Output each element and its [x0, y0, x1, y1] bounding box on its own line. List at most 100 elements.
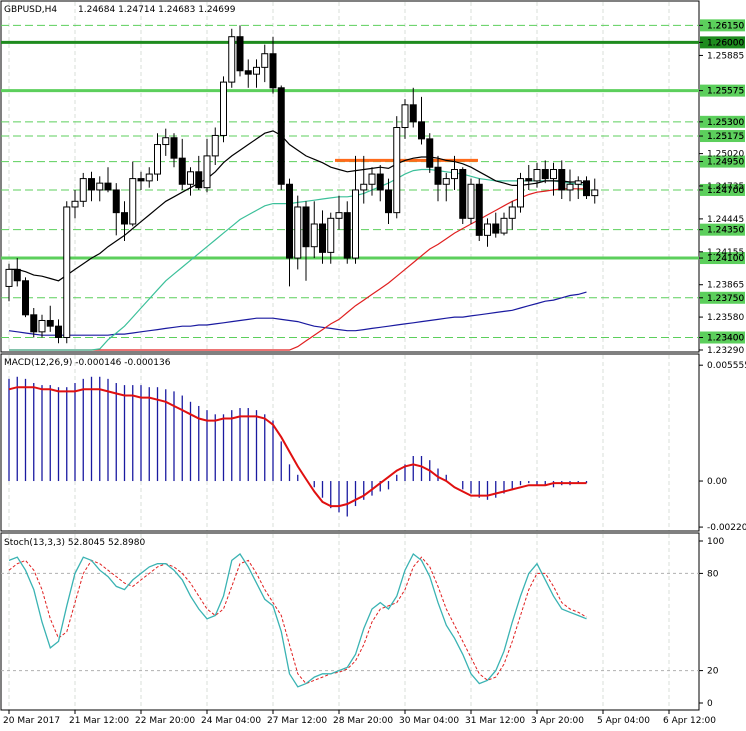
price-tick-label: 1.23865 — [707, 281, 744, 291]
stoch-panel-frame — [0, 532, 700, 711]
level-tag-label: 1.24100 — [707, 254, 744, 264]
candle-bull — [500, 217, 508, 234]
candle-bear — [376, 173, 384, 191]
level-tag — [700, 84, 745, 97]
price-axis: 1.26150 1.26000 1.25885 1.25575 1.25300 1.251… — [699, 21, 744, 356]
candle-bear — [475, 183, 483, 236]
candle-bull — [517, 178, 524, 208]
candle-bull — [154, 144, 161, 175]
candle-bull — [310, 223, 318, 248]
price-tick-label: 1.25020 — [707, 150, 744, 160]
candle-bull — [129, 178, 137, 225]
price-tick-label: 1.24735 — [707, 182, 744, 192]
candle-bull — [228, 36, 236, 83]
candle-bull — [352, 189, 359, 259]
candle-bear — [277, 87, 285, 185]
level-tag — [700, 252, 745, 265]
candle-bear — [236, 36, 244, 72]
level-tag-label: 1.24700 — [707, 186, 744, 196]
candle-bear — [112, 189, 120, 214]
macd-panel-frame — [0, 353, 700, 532]
stoch-title: Stoch(13,3,3) 52.8045 52.8980 — [4, 538, 145, 548]
stoch-tick-label: 100 — [707, 537, 724, 547]
candle-bear — [13, 268, 21, 282]
candle-bull — [294, 206, 302, 259]
ma-black-line — [9, 130, 587, 282]
price-tick-label: 1.24445 — [707, 215, 744, 225]
level-tag-label: 1.23400 — [707, 334, 744, 344]
time-tick-label: 6 Apr 12:00 — [663, 716, 716, 726]
candle-bull — [442, 178, 450, 185]
time-axis: 20 Mar 2017 21 Mar 12:00 22 Mar 20:00 24 Ma… — [3, 710, 716, 726]
candle-bull — [467, 183, 475, 219]
level-tag — [700, 115, 745, 128]
price-panel-frame — [0, 0, 700, 353]
price-tick-label: 1.25885 — [707, 51, 744, 61]
candle-bull — [63, 206, 71, 339]
candle-bull — [253, 66, 260, 75]
macd-title: MACD(12,26,9) -0.000146 -0.000136 — [4, 358, 171, 368]
macd-axis: 0.005555 0.00 -0.002208 — [699, 361, 746, 533]
level-tag — [700, 331, 745, 344]
candle-bear — [525, 178, 533, 182]
macd-panel: MACD(12,26,9) -0.000146 -0.000136 0.0055… — [0, 353, 746, 533]
price-tick-label: 1.24155 — [707, 248, 744, 258]
candle-bear — [170, 137, 178, 159]
level-tag-label: 1.26150 — [707, 21, 744, 31]
candle-bear — [426, 138, 434, 168]
ohlc-label: 1.24684 1.24714 1.24683 1.24699 — [78, 5, 236, 15]
macd-plot — [8, 376, 588, 517]
time-tick-label: 24 Mar 04:00 — [201, 716, 261, 726]
candle-bear — [492, 223, 500, 234]
price-tick-label: 1.23750 — [707, 294, 744, 304]
time-tick-label: 31 Mar 12:00 — [465, 716, 525, 726]
level-tag-label: 1.25575 — [707, 87, 744, 97]
candle-bull — [591, 189, 599, 197]
stoch-tick-label: 80 — [707, 569, 719, 579]
candle-bear — [88, 178, 95, 191]
candle-bull — [203, 155, 211, 189]
stoch-main-line — [8, 553, 587, 688]
level-tag — [700, 291, 745, 304]
candle-bull — [145, 173, 153, 182]
price-tick-label: 1.26150 — [707, 21, 744, 31]
candle-bull — [71, 200, 79, 208]
time-tick-label: 21 Mar 12:00 — [69, 716, 129, 726]
level-tag — [700, 223, 745, 236]
level-tag-label: 1.26000 — [707, 38, 744, 48]
candle-bear — [302, 206, 310, 248]
level-tag — [700, 183, 745, 196]
candle-bear — [418, 121, 425, 140]
candle-bull — [187, 171, 194, 185]
candle-bull — [5, 268, 13, 287]
price-tick-label: 1.24950 — [707, 158, 744, 168]
candle-bull — [393, 127, 401, 214]
candle-bear — [22, 280, 29, 316]
horizontal-levels: 1.26150 1.26000 1.25575 1.25300 1.25175 1.249… — [1, 19, 745, 344]
level-tag-label: 1.24950 — [707, 158, 744, 168]
candle-bear — [343, 212, 351, 259]
price-panel: 1.26150 1.26000 1.25575 1.25300 1.25175 1.249… — [0, 0, 745, 356]
time-tick-label: 30 Mar 04:00 — [399, 716, 459, 726]
stoch-panel: Stoch(13,3,3) 52.8045 52.8980 100 80 20 0 — [0, 532, 724, 711]
level-tag — [700, 19, 745, 32]
time-tick-label: 22 Mar 20:00 — [135, 716, 195, 726]
candle-bear — [385, 189, 392, 214]
price-tick-label: 1.25175 — [707, 132, 744, 142]
price-tick-label: 1.24700 — [707, 186, 744, 196]
candle-bull — [162, 137, 170, 146]
time-tick-label: 20 Mar 2017 — [3, 716, 60, 726]
candle-bear — [46, 319, 54, 327]
level-tag-label: 1.23750 — [707, 294, 744, 304]
candle-bear — [541, 169, 549, 180]
candle-bull — [261, 53, 269, 68]
time-tick-label: 28 Mar 20:00 — [333, 716, 393, 726]
candle-bear — [244, 70, 252, 75]
candle-bull — [368, 173, 376, 185]
candle-bull — [335, 212, 343, 219]
candle-bear — [195, 171, 203, 189]
candle-bull — [550, 169, 557, 180]
candle-bear — [137, 178, 145, 182]
candle-bear — [583, 180, 590, 197]
